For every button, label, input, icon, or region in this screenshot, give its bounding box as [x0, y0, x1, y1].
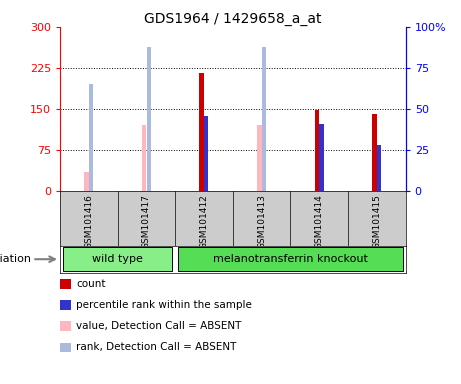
- Bar: [84, 172, 89, 191]
- Bar: [89, 84, 93, 191]
- Text: GSM101413: GSM101413: [257, 194, 266, 249]
- Text: percentile rank within the sample: percentile rank within the sample: [76, 300, 252, 310]
- Text: value, Detection Call = ABSENT: value, Detection Call = ABSENT: [76, 321, 242, 331]
- Bar: [372, 114, 377, 191]
- Text: melanotransferrin knockout: melanotransferrin knockout: [213, 254, 368, 264]
- Bar: [63, 247, 172, 271]
- Text: wild type: wild type: [92, 254, 143, 264]
- Bar: [319, 124, 324, 191]
- Text: count: count: [76, 279, 106, 289]
- Text: rank, Detection Call = ABSENT: rank, Detection Call = ABSENT: [76, 342, 236, 352]
- Bar: [199, 73, 204, 191]
- Bar: [204, 116, 208, 191]
- Text: GSM101417: GSM101417: [142, 194, 151, 249]
- Bar: [262, 46, 266, 191]
- Bar: [178, 247, 403, 271]
- Bar: [257, 125, 262, 191]
- Text: GSM101412: GSM101412: [200, 194, 208, 248]
- Bar: [314, 110, 319, 191]
- Text: GSM101416: GSM101416: [84, 194, 93, 249]
- Text: GSM101415: GSM101415: [372, 194, 381, 249]
- Text: GSM101414: GSM101414: [315, 194, 324, 248]
- Bar: [147, 46, 150, 191]
- Text: genotype/variation: genotype/variation: [0, 254, 31, 264]
- Bar: [377, 145, 381, 191]
- Bar: [142, 125, 146, 191]
- Title: GDS1964 / 1429658_a_at: GDS1964 / 1429658_a_at: [144, 12, 322, 26]
